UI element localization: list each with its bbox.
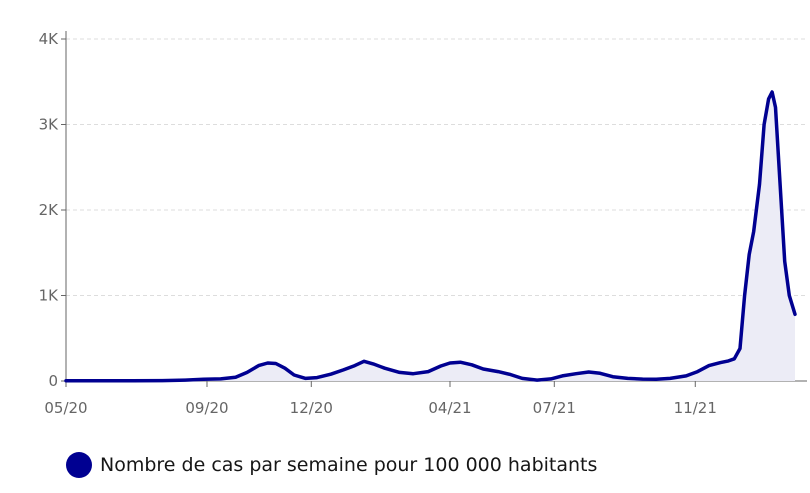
gridlines (61, 31, 807, 387)
legend-swatch-icon (66, 452, 92, 478)
x-tick-label: 04/21 (428, 399, 471, 417)
y-tick-label: 1K (39, 287, 60, 305)
x-tick-label: 05/20 (44, 399, 87, 417)
x-tick-label: 11/21 (674, 399, 717, 417)
cases-chart: 0 1K 2K 3K 4K 05/20 09/20 12/20 04/21 07/21 11/21 (39, 30, 807, 417)
y-tick-label: 0 (48, 372, 58, 390)
x-tick-label: 07/21 (533, 399, 576, 417)
y-tick-label: 4K (39, 30, 60, 48)
y-tick-label: 3K (39, 116, 60, 134)
x-axis-tick-labels: 05/20 09/20 12/20 04/21 07/21 11/21 (44, 399, 717, 417)
x-tick-label: 09/20 (185, 399, 228, 417)
y-tick-label: 2K (39, 201, 60, 219)
legend[interactable]: Nombre de cas par semaine pour 100 000 h… (66, 452, 597, 478)
legend-label: Nombre de cas par semaine pour 100 000 h… (100, 454, 598, 476)
series-area (66, 92, 795, 381)
series-group (64, 90, 797, 383)
y-axis-tick-labels: 0 1K 2K 3K 4K (39, 30, 60, 390)
series-line[interactable] (64, 90, 797, 383)
x-tick-label: 12/20 (290, 399, 333, 417)
